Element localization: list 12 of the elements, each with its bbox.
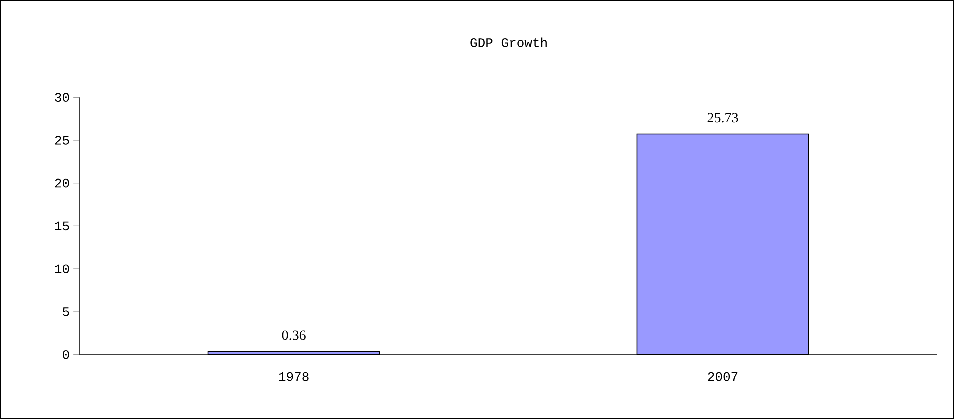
y-tick-label: 0 xyxy=(63,350,70,360)
x-tick-label: 1978 xyxy=(279,372,309,382)
chart-title: GDP Growth xyxy=(470,38,547,48)
data-label: 0.36 xyxy=(282,330,306,340)
y-tick-label: 10 xyxy=(55,264,70,274)
data-label: 25.73 xyxy=(708,112,738,122)
y-tick-label: 15 xyxy=(55,222,70,230)
y-tick-label: 20 xyxy=(55,178,70,188)
y-tick-label: 5 xyxy=(63,307,70,316)
y-tick-label: 30 xyxy=(55,92,70,102)
x-tick-label: 2007 xyxy=(708,372,738,382)
y-tick-label: 25 xyxy=(55,136,70,145)
